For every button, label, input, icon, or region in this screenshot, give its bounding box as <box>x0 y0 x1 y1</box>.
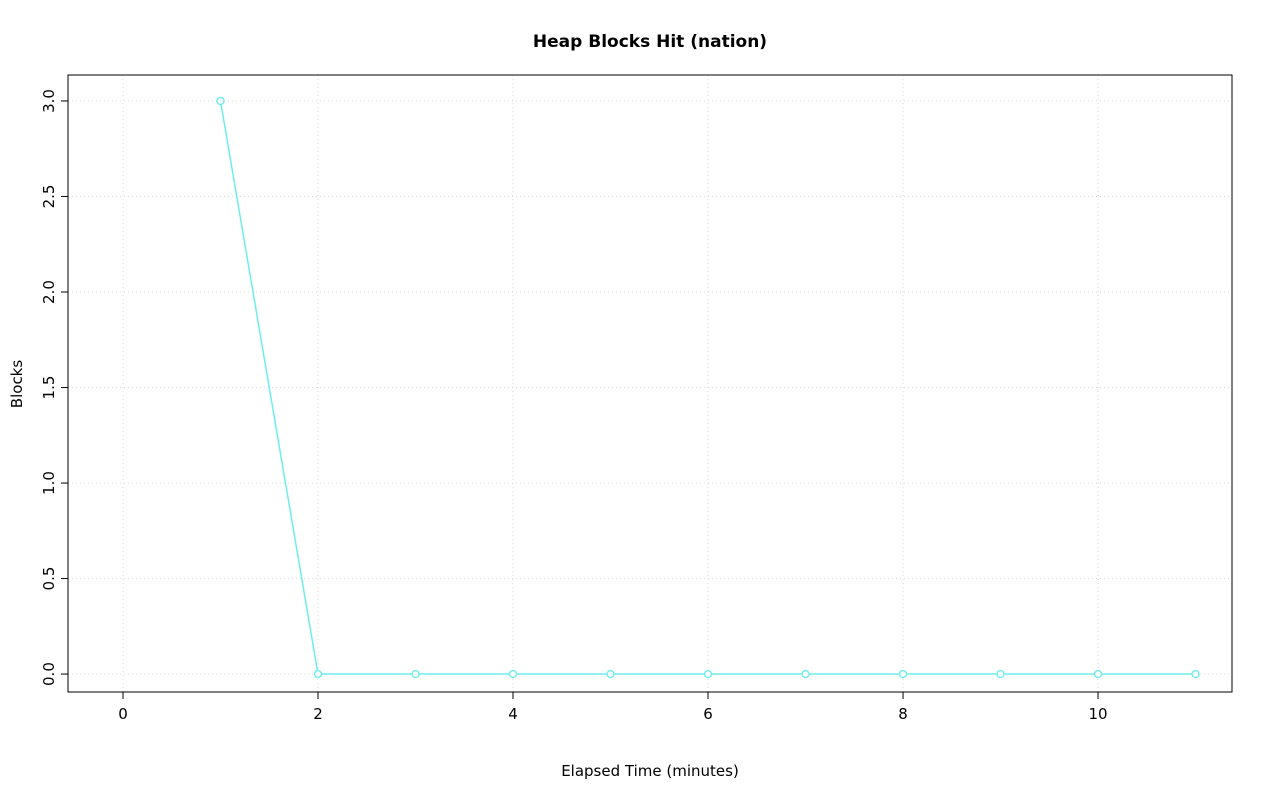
y-tick-label: 1.0 <box>40 471 58 495</box>
x-tick-label: 0 <box>118 705 128 723</box>
data-point <box>508 669 518 679</box>
data-point <box>996 669 1005 679</box>
x-tick-label: 10 <box>1088 705 1107 723</box>
y-tick-label: 3.0 <box>40 89 58 113</box>
chart-title: Heap Blocks Hit (nation) <box>532 32 768 52</box>
y-tick-label: 0.5 <box>40 567 58 591</box>
data-point <box>703 669 713 679</box>
data-point <box>1093 669 1103 679</box>
y-tick-label: 0.0 <box>40 662 58 686</box>
data-point <box>216 96 225 106</box>
plot-border <box>67 74 1233 693</box>
y-tick-label: 1.5 <box>40 376 58 400</box>
data-point <box>606 669 615 679</box>
data-point <box>898 669 908 679</box>
data-point <box>1191 669 1200 679</box>
y-axis-label: Blocks <box>8 359 26 409</box>
data-point <box>313 669 323 679</box>
y-tick-label: 2.0 <box>40 280 58 304</box>
x-axis-label: Elapsed Time (minutes) <box>561 762 739 780</box>
y-tick-label: 2.5 <box>40 185 58 209</box>
data-point <box>801 669 810 679</box>
x-tick-label: 2 <box>313 705 323 723</box>
x-tick-label: 6 <box>703 705 713 723</box>
data-point <box>411 669 420 679</box>
x-tick-label: 8 <box>898 705 908 723</box>
x-tick-label: 4 <box>508 705 518 723</box>
